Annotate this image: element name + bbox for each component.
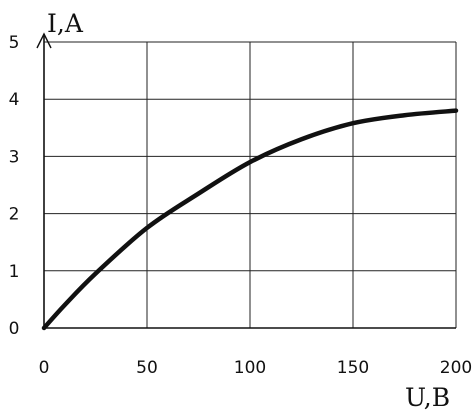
axes: [36, 32, 456, 329]
y-tick-label: 4: [9, 90, 20, 110]
x-tick-label: 0: [39, 358, 50, 378]
y-tick-label: 1: [9, 262, 20, 282]
y-tick-label: 3: [9, 147, 20, 167]
y-axis-title: I,A: [47, 9, 84, 38]
x-axis-title: U,B: [405, 383, 450, 412]
grid: [43, 41, 457, 329]
y-tick-label: 5: [9, 33, 20, 53]
x-tick-label: 50: [136, 358, 158, 378]
y-axis-arrow: [36, 32, 52, 49]
x-tick-label: 150: [337, 358, 369, 378]
y-tick-label: 0: [9, 319, 20, 339]
tick-labels: 0 50 100 150 200 0 1 2 3 4 5: [9, 33, 473, 378]
x-tick-label: 100: [234, 358, 266, 378]
y-tick-label: 2: [9, 205, 20, 225]
x-tick-label: 200: [440, 358, 472, 378]
series-line: [41, 108, 459, 331]
